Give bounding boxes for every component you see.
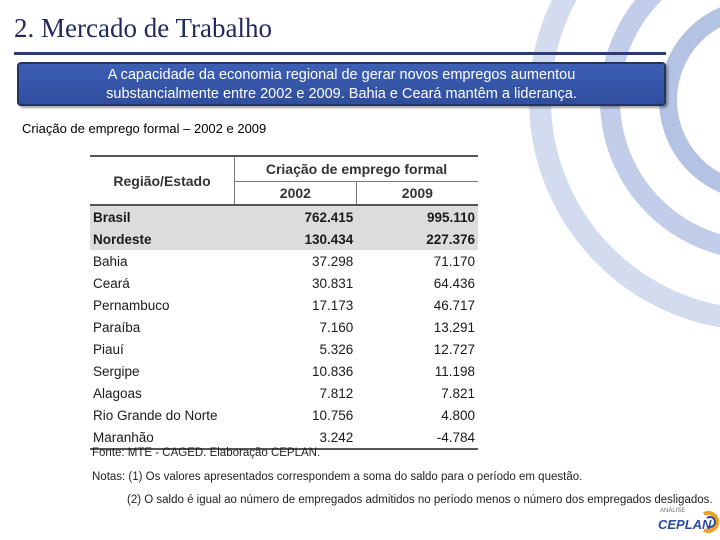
logo-swirl-icon: [703, 511, 720, 533]
table-row: Alagoas 7.812 7.821: [90, 382, 478, 404]
table-row: Piauí 5.326 12.727: [90, 338, 478, 360]
row-value-2009: 995.110: [356, 205, 478, 228]
row-value-2002: 37.298: [311, 253, 354, 269]
row-value-2002: 762.415: [234, 205, 357, 228]
summary-callout: A capacidade da economia regional de ger…: [17, 62, 666, 106]
row-value-2002: 7.812: [319, 385, 354, 401]
row-region: Maranhão: [93, 429, 154, 445]
row-value-2002: 7.160: [319, 319, 354, 335]
source-note: Fonte: MTE - CAGED. Elaboração CEPLAN.: [92, 447, 321, 459]
row-value-2002: 5.326: [319, 341, 354, 357]
slide-title: 2. Mercado de Trabalho: [14, 13, 272, 43]
table-row: Bahia 37.298 71.170: [90, 250, 478, 272]
row-region: Rio Grande do Norte: [93, 407, 218, 423]
row-region: Paraíba: [93, 319, 141, 335]
ceplan-logo: ANÁLISE CEPLAN: [656, 508, 720, 538]
callout-text: A capacidade da economia regional de ger…: [19, 66, 664, 104]
table-row: Pernambuco 17.173 46.717: [90, 294, 478, 316]
table-row: Rio Grande do Norte 10.756 4.800: [90, 404, 478, 426]
header-year-2009: 2009: [356, 181, 478, 206]
row-value-2009: 71.170: [433, 253, 475, 269]
row-value-2009: 64.436: [433, 275, 475, 291]
table-row: Nordeste 130.434 227.376: [90, 228, 478, 250]
header-year-2002: 2002: [234, 181, 357, 206]
row-value-2009: 12.727: [433, 341, 475, 357]
row-value-2009: 7.821: [441, 385, 475, 401]
header-group: Criação de emprego formal: [234, 155, 478, 182]
data-table: Região/Estado Criação de emprego formal …: [90, 155, 478, 450]
row-value-2009: -4.784: [436, 429, 475, 445]
row-region: Brasil: [90, 205, 235, 228]
row-region: Nordeste: [90, 228, 235, 250]
row-value-2009: 13.291: [433, 319, 475, 335]
footnote-2: (2) O saldo é igual ao número de emprega…: [127, 494, 713, 506]
row-value-2002: 3.242: [319, 429, 354, 445]
row-region: Ceará: [93, 275, 130, 291]
logo-wordmark: CEPLAN: [658, 517, 712, 532]
row-value-2009: 227.376: [356, 228, 478, 250]
callout-line-2: substancialmente entre 2002 e 2009. Bahi…: [106, 86, 577, 102]
row-value-2002: 10.836: [311, 363, 354, 379]
row-region: Pernambuco: [93, 297, 170, 313]
footnote-1: Notas: (1) Os valores apresentados corre…: [92, 471, 583, 483]
row-region: Piauí: [93, 341, 124, 357]
row-value-2009: 46.717: [433, 297, 475, 313]
logo-tagline: ANÁLISE: [660, 508, 686, 514]
row-region: Alagoas: [93, 385, 142, 401]
table-row: Sergipe 10.836 11.198: [90, 360, 478, 382]
callout-line-1: A capacidade da economia regional de ger…: [107, 67, 576, 83]
row-value-2009: 11.198: [434, 363, 475, 379]
row-value-2009: 4.800: [441, 407, 475, 423]
row-region: Sergipe: [93, 363, 140, 379]
table-caption: Criação de emprego formal – 2002 e 2009: [22, 121, 267, 136]
table-row: Ceará 30.831 64.436: [90, 272, 478, 294]
row-region: Bahia: [93, 253, 128, 269]
row-value-2002: 17.173: [311, 297, 354, 313]
row-value-2002: 30.831: [311, 275, 354, 291]
table-row: Brasil 762.415 995.110: [90, 205, 478, 228]
table-row: Paraíba 7.160 13.291: [90, 316, 478, 338]
row-value-2002: 130.434: [234, 228, 357, 250]
row-value-2002: 10.756: [311, 407, 354, 423]
table-row: Maranhão 3.242 -4.784: [90, 426, 478, 449]
title-underline: [14, 52, 666, 55]
header-region: Região/Estado: [90, 155, 235, 206]
employment-table: Região/Estado Criação de emprego formal …: [90, 155, 478, 450]
